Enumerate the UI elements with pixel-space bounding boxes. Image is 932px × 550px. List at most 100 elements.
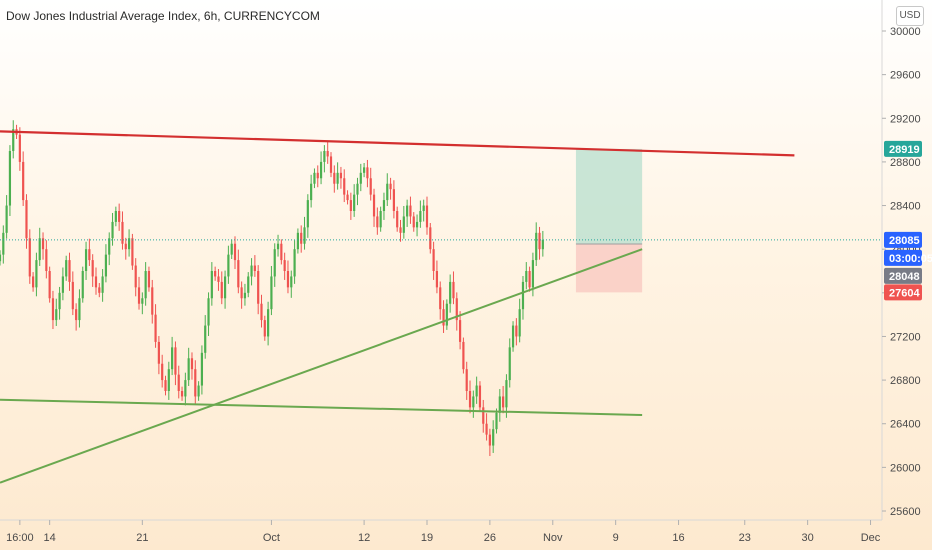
candle-body [25, 200, 28, 239]
candle-body [88, 249, 91, 261]
candle-body [313, 172, 316, 184]
candle-body [472, 396, 475, 408]
candle-body [237, 260, 240, 288]
candle-body [55, 309, 58, 321]
candle-body [118, 211, 121, 222]
candle-body [0, 254, 2, 262]
candle-body [58, 292, 61, 310]
candle-body [204, 325, 207, 353]
candle-body [210, 271, 213, 299]
candle-body [197, 385, 200, 397]
candle-body [326, 151, 329, 157]
candle-body [415, 221, 419, 228]
candle-body [214, 271, 217, 277]
candle-body [167, 369, 170, 391]
candle-body [396, 211, 399, 228]
resistance-trendline[interactable] [0, 130, 795, 157]
candle-body [508, 347, 511, 381]
candle-body [81, 271, 84, 299]
price-tick-label: 26000 [890, 462, 921, 474]
candle-body [276, 243, 280, 250]
bar-countdown-tag [884, 249, 922, 266]
time-tick-label: 9 [613, 532, 619, 544]
candle-body [306, 200, 309, 228]
horizontal-support-trendline[interactable] [0, 398, 643, 416]
candle-body [382, 200, 386, 211]
candle-body [535, 232, 538, 261]
candle-body [402, 216, 405, 233]
candle-body [310, 183, 313, 201]
candle-body [343, 178, 346, 195]
candle-body [349, 200, 352, 211]
candle-body [48, 271, 51, 299]
target-zone[interactable] [575, 148, 643, 244]
candle-body [363, 167, 366, 173]
time-tick-label: Dec [861, 532, 881, 544]
price-tick-label: 30000 [890, 26, 921, 38]
candle-body [38, 238, 41, 261]
candle-body [114, 211, 117, 222]
candle-body [51, 298, 55, 321]
candle-body [525, 271, 528, 282]
candle-body [492, 429, 495, 446]
entry-price-tag [884, 267, 922, 284]
candle-body [233, 243, 237, 261]
candle-body [161, 363, 164, 381]
candle-body [263, 320, 266, 337]
candle-body [2, 232, 5, 255]
stop-zone[interactable] [575, 243, 643, 293]
candle-body [98, 287, 101, 293]
time-tick-label: Nov [543, 532, 563, 544]
price-tick-label: 26400 [890, 419, 921, 431]
candle-body [488, 434, 491, 446]
time-axis[interactable]: 16:00 14 21 Oct 12 19 26 Nov 9 16 23 30 Dec [6, 520, 881, 544]
candle-body [18, 134, 21, 162]
stop-price-tag-label: 27604 [889, 287, 920, 299]
candle-body [389, 183, 392, 190]
candle-body [243, 292, 247, 299]
trendlines[interactable] [0, 130, 795, 484]
candle-body [541, 239, 544, 250]
currency-button[interactable]: USD [896, 6, 924, 26]
candle-body [290, 276, 293, 288]
candle-body [194, 369, 197, 397]
target-price-tag [884, 140, 922, 157]
candle-body [61, 276, 64, 293]
candle-body [250, 265, 253, 277]
target-price-tag-label: 28919 [889, 144, 920, 156]
candle-body [482, 407, 485, 424]
candle-body [475, 385, 478, 397]
candle-body [151, 287, 154, 315]
candle-body [505, 380, 508, 408]
last-price-tag [884, 231, 922, 248]
candle-body [127, 238, 131, 250]
time-tick-label: 16 [672, 532, 684, 544]
time-tick-label: 14 [44, 532, 56, 544]
candle-body [429, 227, 432, 250]
price-tick-label: 25600 [890, 506, 921, 518]
candle-body [300, 232, 303, 244]
candle-body [174, 347, 177, 375]
price-tags: 28919 28085 03:00:05 28048 27604 [884, 140, 932, 301]
candle-body [531, 260, 535, 288]
candle-body [157, 341, 160, 364]
candle-body [111, 221, 114, 239]
candle-body [353, 194, 356, 211]
candle-body [230, 243, 233, 255]
candle-body [412, 216, 415, 228]
price-tick-label: 29200 [890, 113, 921, 125]
time-tick-label: 21 [136, 532, 148, 544]
candle-body [8, 151, 12, 206]
candle-body [432, 249, 435, 271]
candle-body [283, 260, 286, 271]
candle-body [359, 172, 362, 184]
rising-support-trendline[interactable] [0, 248, 643, 484]
candles [0, 120, 544, 457]
candle-body [41, 238, 45, 250]
candle-body [227, 254, 230, 277]
candle-body [478, 385, 482, 408]
candle-body [187, 358, 190, 381]
last-price-tag-label: 28085 [889, 235, 920, 247]
